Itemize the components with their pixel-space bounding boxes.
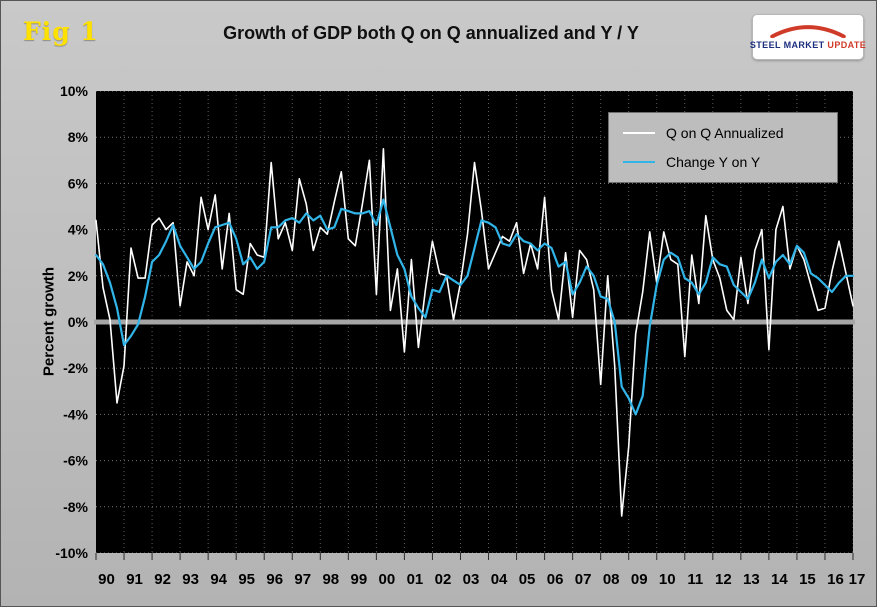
y-tick-label: 0%	[68, 314, 89, 330]
y-tick-label: -2%	[63, 360, 88, 376]
y-tick-label: -10%	[55, 545, 88, 561]
y-tick-label: -4%	[63, 406, 88, 422]
legend-item-yoy: Change Y on Y	[623, 154, 823, 170]
y-tick-label: 6%	[68, 175, 89, 191]
y-tick-label: -8%	[63, 499, 88, 515]
qoq-line-sample-icon	[623, 132, 655, 134]
logo-word-market: MARKET	[783, 40, 825, 50]
legend-label-qoq: Q on Q Annualized	[666, 125, 784, 141]
logo-swoosh-icon	[770, 25, 846, 38]
legend-label-yoy: Change Y on Y	[666, 154, 761, 170]
legend-item-qoq: Q on Q Annualized	[623, 125, 823, 141]
chart-title: Growth of GDP both Q on Q annualized and…	[223, 23, 639, 43]
logo-word-update: UPDATE	[827, 40, 867, 50]
y-tick-label: 10%	[60, 83, 89, 99]
y-tick-label: 4%	[68, 222, 89, 238]
figure-number: Fig 1	[23, 17, 99, 46]
yoy-line-sample-icon	[623, 161, 655, 163]
chart-legend: Q on Q Annualized Change Y on Y	[608, 112, 838, 183]
logo-wordmark: STEEL MARKET UPDATE	[750, 40, 866, 50]
y-tick-label: 8%	[68, 129, 89, 145]
steel-market-update-logo: STEEL MARKET UPDATE	[750, 14, 866, 60]
y-tick-label: -6%	[63, 453, 88, 469]
y-tick-label: 2%	[68, 268, 89, 284]
series-qoq-line	[95, 148, 854, 517]
series-yoy-line	[94, 198, 855, 416]
logo-word-steel: STEEL	[749, 40, 781, 50]
